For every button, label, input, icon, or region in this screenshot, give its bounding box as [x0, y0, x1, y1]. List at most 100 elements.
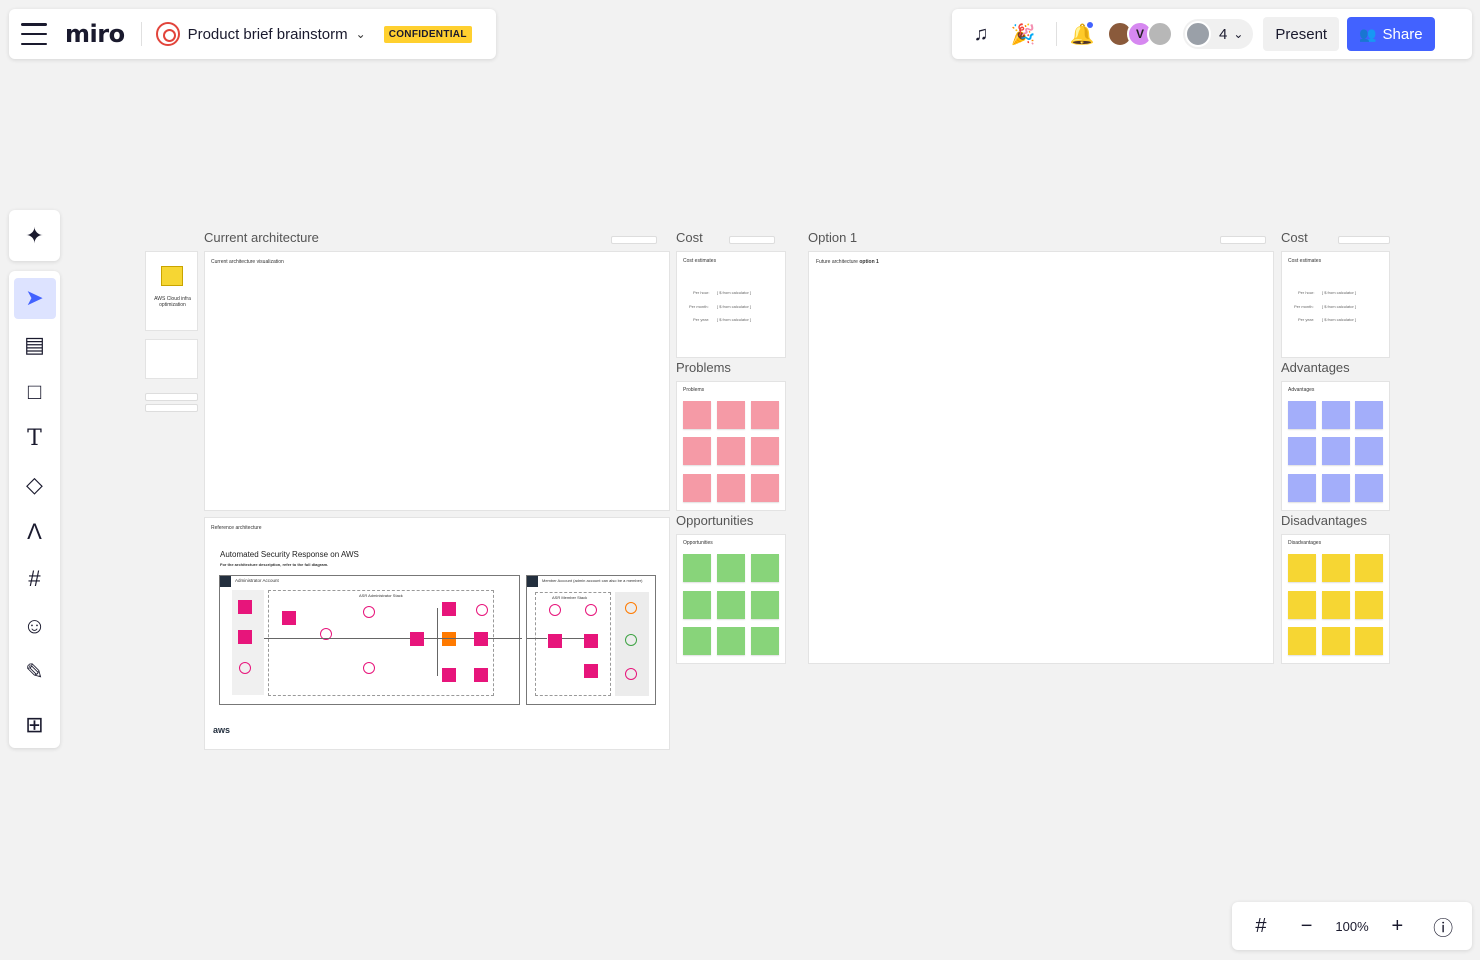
queue-icon: [474, 632, 488, 646]
metrics-icon: [474, 668, 488, 682]
sticky-note[interactable]: [717, 401, 745, 429]
member-stack-box: ASR Member Stack: [535, 592, 611, 696]
reference-architecture-frame[interactable]: Reference architecture Automated Securit…: [204, 517, 670, 750]
cost-row-value: [ $ from calculator ]: [1322, 290, 1357, 295]
pen-icon[interactable]: Λ: [27, 519, 42, 545]
info-card[interactable]: AWS Cloud infra optimization: [145, 251, 198, 331]
security-hub-icon: [238, 600, 252, 614]
sticky-note[interactable]: [1322, 401, 1350, 429]
frame-text-prefix: Future architecture: [816, 259, 860, 265]
zoom-controls: # − 100% + ⓘ: [1232, 902, 1472, 950]
stickers-icon[interactable]: ☺: [23, 612, 46, 638]
music-icon[interactable]: ♫: [973, 22, 989, 45]
main-menu-icon[interactable]: [21, 23, 47, 45]
cost-frame-left[interactable]: Cost estimates Per hour: [ $ from calcul…: [676, 251, 786, 358]
sticky-note[interactable]: [1288, 474, 1316, 502]
shapes-icon[interactable]: ◇: [26, 472, 43, 498]
chevron-down-icon[interactable]: ⌄: [355, 27, 366, 41]
sticky-note[interactable]: [683, 401, 711, 429]
divider: [140, 22, 142, 46]
sticky-note[interactable]: [683, 437, 711, 465]
templates-icon[interactable]: ▤: [24, 332, 45, 358]
sticky-note[interactable]: [1322, 474, 1350, 502]
link-chip[interactable]: [145, 404, 198, 412]
frame-icon[interactable]: #: [28, 565, 41, 591]
advantages-frame[interactable]: Advantages: [1281, 381, 1390, 511]
sticky-note[interactable]: [751, 474, 779, 502]
sticky-note[interactable]: [683, 474, 711, 502]
share-button[interactable]: 👥 Share: [1347, 17, 1435, 51]
sticky-note[interactable]: [1355, 437, 1383, 465]
zoom-level[interactable]: 100%: [1335, 918, 1369, 934]
sticky-note[interactable]: [1288, 554, 1316, 582]
cost-frame-right[interactable]: Cost estimates Per hour: [ $ from calcul…: [1281, 251, 1390, 358]
frame-tag[interactable]: [1220, 236, 1266, 244]
sticky-note[interactable]: [1355, 627, 1383, 655]
aws-diagram-title: Automated Security Response on AWS: [220, 550, 359, 559]
sticky-note[interactable]: [1288, 591, 1316, 619]
ai-sparkle-button[interactable]: ✦: [9, 210, 60, 261]
frame-heading: Problems: [683, 387, 705, 393]
sticky-note[interactable]: [717, 554, 745, 582]
frame-text: Current architecture visualization: [211, 259, 284, 265]
sticky-note[interactable]: [1355, 474, 1383, 502]
sticky-note[interactable]: [1355, 591, 1383, 619]
frame-tag[interactable]: [1338, 236, 1390, 244]
note-card[interactable]: [145, 339, 198, 379]
help-icon[interactable]: ⓘ: [1433, 917, 1454, 940]
admin-stack-box: ASR Administrator Stack: [268, 590, 494, 696]
sticky-note[interactable]: [1288, 627, 1316, 655]
board-header: miro Product brief brainstorm ⌄ CONFIDEN…: [9, 9, 496, 59]
frame-tag[interactable]: [611, 236, 657, 244]
sticky-note[interactable]: [717, 437, 745, 465]
collaborator-avatars[interactable]: V: [1107, 21, 1173, 47]
frames-icon[interactable]: #: [1255, 914, 1267, 937]
sticky-note[interactable]: [1322, 627, 1350, 655]
cost-row-value: [ $ from calculator ]: [1322, 304, 1357, 309]
miro-logo[interactable]: miro: [65, 20, 125, 48]
s3-icon: [625, 634, 637, 646]
sticky-note[interactable]: [1322, 554, 1350, 582]
more-tools-icon[interactable]: ⊞: [25, 711, 44, 737]
disadvantages-frame[interactable]: Disadvantages: [1281, 534, 1390, 664]
opportunities-frame[interactable]: Opportunities: [676, 534, 786, 664]
sticky-note[interactable]: [751, 591, 779, 619]
sticky-note[interactable]: [751, 554, 779, 582]
option1-frame[interactable]: Future architecture option 1: [808, 251, 1274, 664]
sticky-note[interactable]: [683, 554, 711, 582]
sticky-note[interactable]: [1355, 554, 1383, 582]
confidential-badge[interactable]: CONFIDENTIAL: [383, 25, 472, 43]
avatar[interactable]: [1147, 21, 1173, 47]
rule-icon: [363, 606, 375, 618]
link-chip[interactable]: [145, 393, 198, 401]
sticky-note[interactable]: [683, 627, 711, 655]
sticky-note[interactable]: [751, 437, 779, 465]
zoom-in-button[interactable]: +: [1391, 914, 1404, 937]
board-icon: [155, 22, 180, 46]
sticky-note-icon[interactable]: □: [27, 378, 42, 404]
current-architecture-frame[interactable]: Current architecture visualization: [204, 251, 670, 511]
frame-tag[interactable]: [729, 236, 775, 244]
zoom-out-button[interactable]: −: [1300, 914, 1313, 937]
celebrate-icon[interactable]: 🎉: [1010, 23, 1036, 46]
comment-icon[interactable]: ✎: [25, 659, 44, 685]
problems-frame[interactable]: Problems: [676, 381, 786, 511]
sticky-note[interactable]: [717, 474, 745, 502]
sticky-note[interactable]: [1322, 437, 1350, 465]
sticky-note[interactable]: [1288, 437, 1316, 465]
more-collaborators-button[interactable]: 4 ⌄: [1183, 19, 1254, 49]
sticky-note[interactable]: [751, 627, 779, 655]
account-label: Member Account (admin account can also b…: [542, 578, 643, 583]
sticky-note[interactable]: [1288, 401, 1316, 429]
sticky-note[interactable]: [751, 401, 779, 429]
bell-icon[interactable]: 🔔: [1069, 22, 1095, 46]
text-tool-icon[interactable]: T: [27, 426, 42, 452]
present-button[interactable]: Present: [1263, 17, 1340, 51]
sticky-note[interactable]: [717, 627, 745, 655]
sticky-note[interactable]: [1355, 401, 1383, 429]
sticky-note[interactable]: [1322, 591, 1350, 619]
sticky-note[interactable]: [717, 591, 745, 619]
select-tool-icon[interactable]: ➤: [13, 277, 56, 320]
board-title[interactable]: Product brief brainstorm: [187, 25, 348, 43]
sticky-note[interactable]: [683, 591, 711, 619]
